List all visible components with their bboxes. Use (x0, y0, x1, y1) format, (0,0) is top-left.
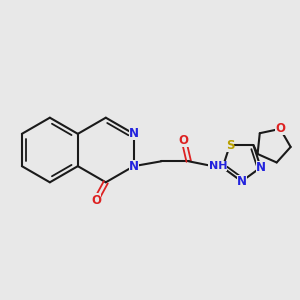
Text: O: O (275, 122, 285, 135)
Text: N: N (129, 160, 139, 173)
Text: O: O (179, 134, 189, 147)
Text: O: O (91, 194, 101, 207)
Text: NH: NH (208, 161, 227, 171)
Text: N: N (256, 161, 266, 174)
Text: N: N (237, 175, 247, 188)
Text: N: N (129, 127, 139, 140)
Text: S: S (226, 139, 234, 152)
